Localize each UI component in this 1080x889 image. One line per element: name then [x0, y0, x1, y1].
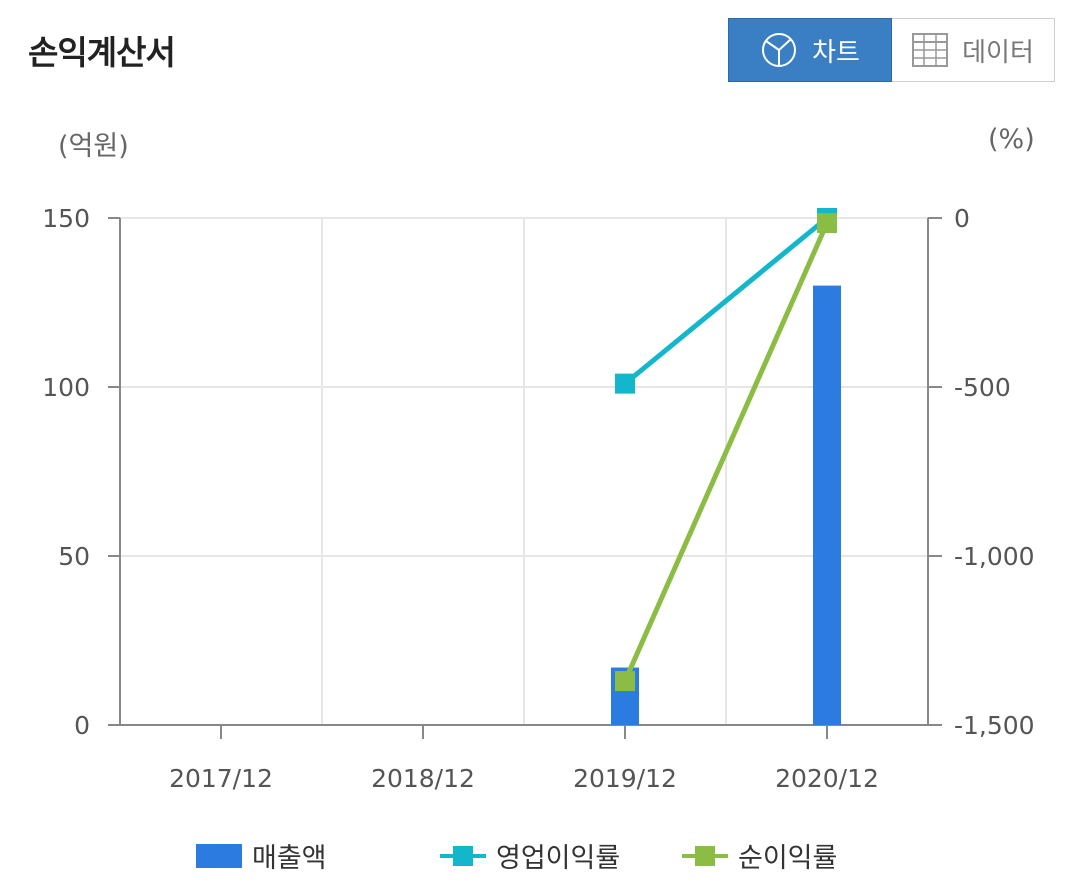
x-axis-tick-label: 2020/12: [775, 764, 879, 793]
data-view-label: 데이터: [962, 37, 1034, 68]
left-axis-tick-label: 50: [58, 542, 90, 571]
line-net-margin: [622, 222, 830, 683]
left-axis-tick-label: 150: [42, 204, 90, 233]
right-axis-tick-label: -500: [954, 373, 1011, 402]
left-axis-tick-label: 0: [74, 711, 90, 740]
legend-item-operating-margin[interactable]: 영업이익률: [440, 836, 620, 875]
x-axis-tick-label: 2017/12: [169, 764, 273, 793]
view-toggle: 차트 데이터: [728, 18, 1055, 82]
pie-chart-icon: [762, 33, 797, 67]
legend-line-swatch-operating: [440, 845, 486, 866]
chart-legend: 매출액 영업이익률 순이익률: [0, 836, 1080, 876]
right-axis-tick-label: 0: [954, 204, 970, 233]
data-view-button[interactable]: 데이터: [892, 19, 1054, 81]
point-net-margin-2019-12: [615, 671, 635, 692]
legend-label-sales: 매출액: [252, 843, 327, 874]
right-axis-tick-label: -1,500: [954, 711, 1035, 740]
line-operating-margin: [623, 216, 829, 386]
left-axis-unit: (억원): [58, 131, 129, 162]
legend-bar-swatch: [196, 843, 242, 868]
legend-label-net-margin: 순이익률: [738, 843, 838, 874]
table-grid-icon: [912, 33, 949, 67]
legend-label-operating-margin: 영업이익률: [496, 843, 621, 874]
left-axis-tick-label: 100: [42, 373, 90, 402]
point-net-margin-2020-12: [817, 213, 837, 234]
bar-sales-2020-12: [813, 285, 841, 725]
legend-item-sales[interactable]: 매출액: [196, 836, 327, 875]
x-axis-tick-label: 2019/12: [573, 764, 677, 793]
legend-item-net-margin[interactable]: 순이익률: [682, 836, 837, 875]
page-title: 손익계산서: [28, 33, 176, 72]
chart-view-label: 차트: [812, 37, 860, 68]
point-operating-margin-2019-12: [615, 373, 635, 394]
right-axis-unit: (%): [988, 124, 1035, 155]
x-axis-tick-label: 2018/12: [371, 764, 475, 793]
combo-chart: 150 100 50 0 0 -500 -1,000 -1,500 2017/12 2018/12…: [42, 204, 1035, 793]
legend-line-swatch-net: [682, 845, 728, 866]
chart-view-button[interactable]: 차트: [728, 18, 892, 82]
right-axis-tick-label: -1,000: [954, 542, 1035, 571]
